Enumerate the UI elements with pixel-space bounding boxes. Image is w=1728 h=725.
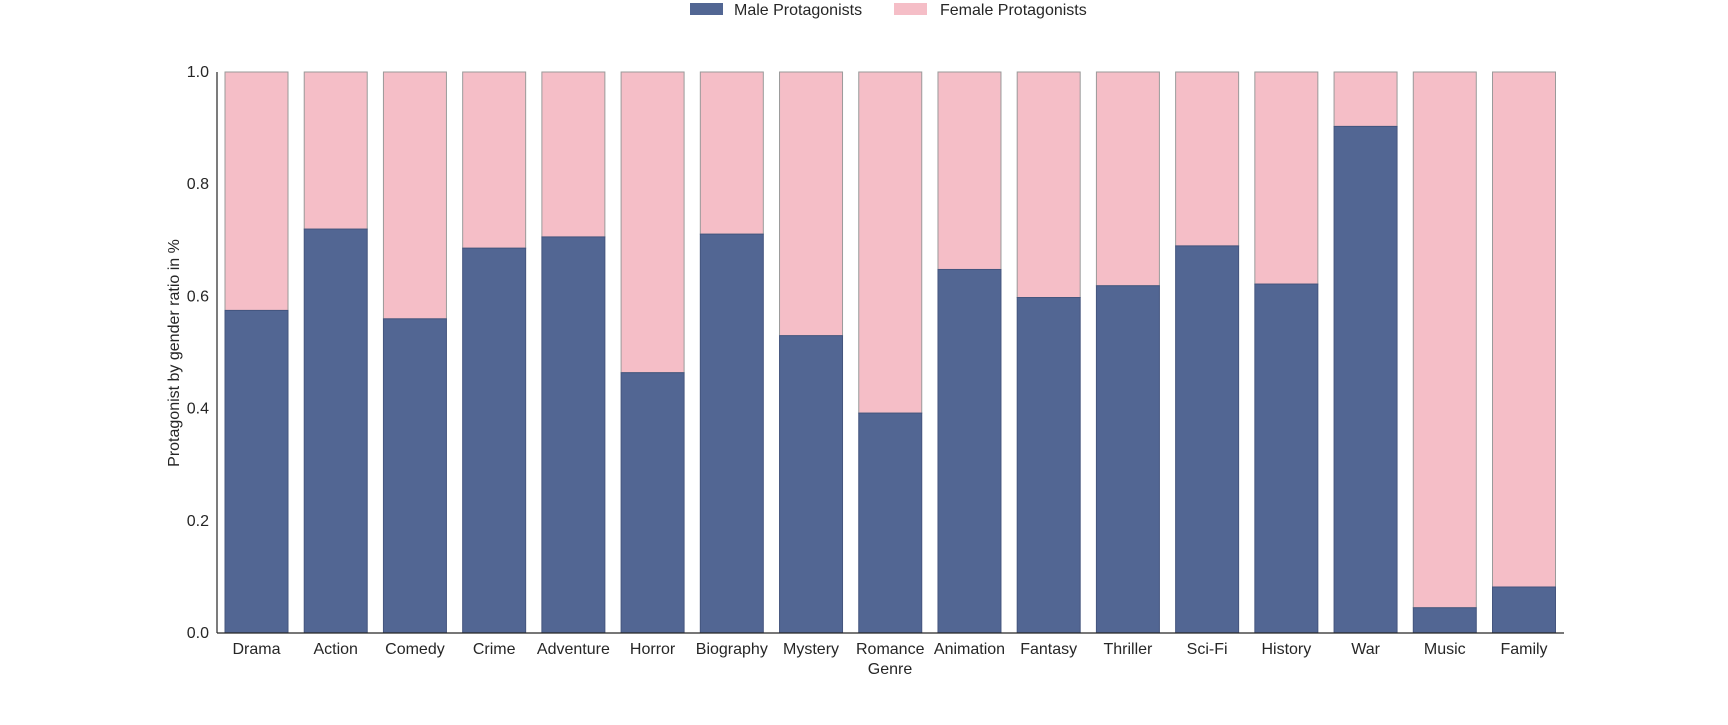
bar-female-crime — [462, 71, 527, 249]
bar-male-horror — [620, 372, 685, 634]
x-tick-label-family: Family — [1500, 641, 1547, 658]
bar-male-fantasy — [1016, 297, 1081, 634]
bar-female-adventure — [541, 71, 606, 238]
x-tick-label-adventure: Adventure — [537, 641, 610, 658]
x-tick-label-sci-fi: Sci-Fi — [1187, 641, 1228, 658]
x-tick-label-romance: Romance — [856, 641, 925, 658]
x-tick-label-fantasy: Fantasy — [1020, 641, 1077, 658]
bar-male-drama — [224, 309, 289, 634]
x-tick-label-war: War — [1351, 641, 1380, 658]
bar-male-biography — [699, 233, 764, 634]
bar-male-thriller — [1095, 285, 1160, 634]
bar-female-mystery — [779, 71, 844, 337]
x-axis-title: Genre — [868, 661, 913, 678]
x-tick-label-crime: Crime — [473, 641, 516, 658]
x-tick-label-mystery: Mystery — [783, 641, 839, 658]
legend-swatch-male — [690, 3, 723, 15]
legend-label-male: Male Protagonists — [734, 2, 862, 19]
bar-male-comedy — [382, 318, 447, 634]
bar-male-music — [1412, 607, 1477, 634]
x-tick-label-drama: Drama — [232, 641, 280, 658]
x-tick-label-history: History — [1261, 641, 1311, 658]
bar-male-war — [1333, 125, 1398, 634]
y-tick-label: 1.0 — [187, 64, 209, 81]
y-tick-labels: 0.0 0.2 0.4 0.6 0.8 1.0 — [187, 64, 209, 642]
bars — [224, 71, 1556, 634]
x-tick-label-music: Music — [1424, 641, 1466, 658]
y-tick-label: 0.6 — [187, 288, 209, 305]
bar-male-crime — [462, 247, 527, 634]
axes: 0.0 0.2 0.4 0.6 0.8 1.0 Drama Action Comedy Crim… — [166, 64, 1564, 678]
bar-female-music — [1412, 71, 1477, 609]
bar-male-animation — [937, 268, 1002, 634]
bar-female-action — [303, 71, 368, 230]
y-tick-label: 0.0 — [187, 625, 209, 642]
bar-male-action — [303, 228, 368, 634]
bar-female-fantasy — [1016, 71, 1081, 299]
bar-female-horror — [620, 71, 685, 374]
bar-female-war — [1333, 71, 1398, 127]
x-tick-label-thriller: Thriller — [1103, 641, 1153, 658]
legend: Male Protagonists Female Protagonists — [690, 2, 1087, 19]
bar-female-sci-fi — [1175, 71, 1240, 247]
x-tick-label-action: Action — [313, 641, 357, 658]
legend-swatch-female — [894, 3, 927, 15]
bar-female-drama — [224, 71, 289, 311]
y-tick-label: 0.2 — [187, 513, 209, 530]
bar-male-history — [1254, 283, 1319, 634]
bar-male-family — [1492, 586, 1556, 634]
bar-male-sci-fi — [1175, 245, 1240, 634]
bar-male-romance — [858, 412, 923, 634]
bar-female-animation — [937, 71, 1002, 270]
bar-female-thriller — [1095, 71, 1160, 287]
bar-female-history — [1254, 71, 1319, 285]
bar-male-mystery — [779, 335, 844, 634]
y-tick-label: 0.8 — [187, 176, 209, 193]
legend-label-female: Female Protagonists — [940, 2, 1087, 19]
bar-male-adventure — [541, 236, 606, 634]
bar-female-family — [1492, 71, 1556, 588]
y-tick-label: 0.4 — [187, 401, 209, 418]
x-tick-label-comedy: Comedy — [385, 641, 445, 658]
x-tick-label-horror: Horror — [630, 641, 676, 658]
bar-female-comedy — [382, 71, 447, 320]
bar-female-romance — [858, 71, 923, 414]
x-tick-label-biography: Biography — [696, 641, 768, 658]
x-tick-labels: Drama Action Comedy Crime Adventure Horror Bio… — [232, 641, 1547, 658]
bar-female-biography — [699, 71, 764, 235]
x-tick-label-animation: Animation — [934, 641, 1005, 658]
y-axis-title: Protagonist by gender ratio in % — [166, 239, 183, 467]
